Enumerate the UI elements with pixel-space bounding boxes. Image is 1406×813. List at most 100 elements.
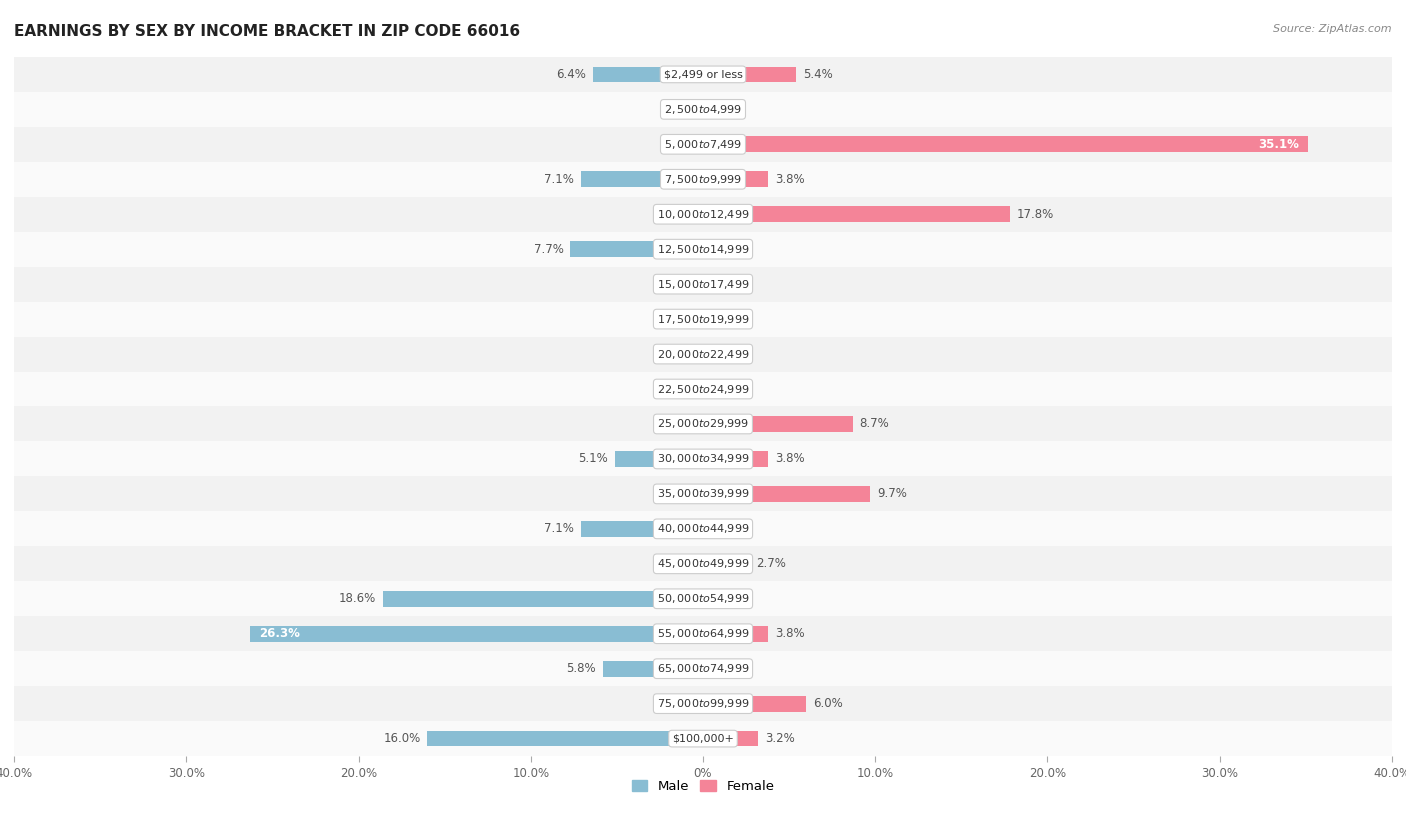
Text: 0.0%: 0.0% (710, 313, 740, 325)
Bar (14, 337, 1392, 372)
Text: 3.8%: 3.8% (775, 628, 806, 640)
Text: 7.1%: 7.1% (544, 523, 574, 535)
Text: 16.0%: 16.0% (384, 733, 420, 745)
Text: 0.0%: 0.0% (666, 383, 696, 395)
Bar (14, 372, 1392, 406)
Bar (427, 731, 703, 746)
Bar (14, 686, 1392, 721)
Text: 5.8%: 5.8% (567, 663, 596, 675)
Text: $2,499 or less: $2,499 or less (664, 69, 742, 80)
Text: 26.3%: 26.3% (259, 628, 299, 640)
Text: 7.7%: 7.7% (534, 243, 564, 255)
Text: 3.8%: 3.8% (775, 453, 806, 465)
Text: $30,000 to $34,999: $30,000 to $34,999 (657, 453, 749, 465)
Bar (14, 476, 1392, 511)
Bar (703, 172, 769, 187)
Bar (703, 731, 758, 746)
Bar (703, 696, 807, 711)
Bar (382, 591, 703, 606)
Text: 2.7%: 2.7% (756, 558, 786, 570)
Bar (14, 546, 1392, 581)
Text: $7,500 to $9,999: $7,500 to $9,999 (664, 173, 742, 185)
Text: Source: ZipAtlas.com: Source: ZipAtlas.com (1274, 24, 1392, 34)
Text: 0.0%: 0.0% (710, 523, 740, 535)
Text: 0.0%: 0.0% (666, 313, 696, 325)
Bar (581, 172, 703, 187)
Text: $22,500 to $24,999: $22,500 to $24,999 (657, 383, 749, 395)
Text: 17.8%: 17.8% (1017, 208, 1053, 220)
Bar (14, 197, 1392, 232)
Text: 0.0%: 0.0% (710, 383, 740, 395)
Text: $100,000+: $100,000+ (672, 733, 734, 744)
Text: 8.7%: 8.7% (859, 418, 890, 430)
Bar (14, 57, 1392, 92)
Legend: Male, Female: Male, Female (626, 775, 780, 798)
Text: 6.4%: 6.4% (555, 68, 586, 80)
Bar (581, 521, 703, 537)
Text: $12,500 to $14,999: $12,500 to $14,999 (657, 243, 749, 255)
Text: 0.0%: 0.0% (666, 138, 696, 150)
Text: 3.8%: 3.8% (775, 173, 806, 185)
Text: 0.0%: 0.0% (710, 663, 740, 675)
Text: 7.1%: 7.1% (544, 173, 574, 185)
Text: $2,500 to $4,999: $2,500 to $4,999 (664, 103, 742, 115)
Bar (14, 581, 1392, 616)
Text: $45,000 to $49,999: $45,000 to $49,999 (657, 558, 749, 570)
Text: 0.0%: 0.0% (666, 418, 696, 430)
Bar (703, 451, 769, 467)
Bar (703, 416, 853, 432)
Bar (14, 267, 1392, 302)
Bar (14, 92, 1392, 127)
Text: 6.0%: 6.0% (813, 698, 844, 710)
Text: 5.4%: 5.4% (803, 68, 832, 80)
Text: EARNINGS BY SEX BY INCOME BRACKET IN ZIP CODE 66016: EARNINGS BY SEX BY INCOME BRACKET IN ZIP… (14, 24, 520, 39)
Bar (703, 626, 769, 641)
Text: $75,000 to $99,999: $75,000 to $99,999 (657, 698, 749, 710)
Bar (14, 441, 1392, 476)
Text: 0.0%: 0.0% (666, 278, 696, 290)
Text: 0.0%: 0.0% (666, 348, 696, 360)
Text: 3.2%: 3.2% (765, 733, 794, 745)
Text: 0.0%: 0.0% (666, 558, 696, 570)
Bar (14, 162, 1392, 197)
Text: 0.0%: 0.0% (710, 243, 740, 255)
Bar (603, 661, 703, 676)
Text: 9.7%: 9.7% (877, 488, 907, 500)
Text: $20,000 to $22,499: $20,000 to $22,499 (657, 348, 749, 360)
Bar (14, 127, 1392, 162)
Text: $15,000 to $17,499: $15,000 to $17,499 (657, 278, 749, 290)
Text: $55,000 to $64,999: $55,000 to $64,999 (657, 628, 749, 640)
Text: $5,000 to $7,499: $5,000 to $7,499 (664, 138, 742, 150)
Text: $17,500 to $19,999: $17,500 to $19,999 (657, 313, 749, 325)
Text: $65,000 to $74,999: $65,000 to $74,999 (657, 663, 749, 675)
Bar (616, 451, 703, 467)
Bar (14, 406, 1392, 441)
Bar (593, 67, 703, 82)
Bar (14, 511, 1392, 546)
Text: 0.0%: 0.0% (710, 348, 740, 360)
Text: $10,000 to $12,499: $10,000 to $12,499 (657, 208, 749, 220)
Text: 0.0%: 0.0% (666, 103, 696, 115)
Text: 35.1%: 35.1% (1258, 138, 1299, 150)
Bar (14, 302, 1392, 337)
Text: 0.0%: 0.0% (710, 103, 740, 115)
Text: 5.1%: 5.1% (578, 453, 609, 465)
Text: 0.0%: 0.0% (666, 698, 696, 710)
Text: 0.0%: 0.0% (710, 593, 740, 605)
Bar (14, 721, 1392, 756)
Text: $50,000 to $54,999: $50,000 to $54,999 (657, 593, 749, 605)
Bar (703, 67, 796, 82)
Bar (703, 207, 1010, 222)
Text: $40,000 to $44,999: $40,000 to $44,999 (657, 523, 749, 535)
Bar (703, 486, 870, 502)
Text: 0.0%: 0.0% (666, 488, 696, 500)
Text: $25,000 to $29,999: $25,000 to $29,999 (657, 418, 749, 430)
Text: $35,000 to $39,999: $35,000 to $39,999 (657, 488, 749, 500)
Bar (571, 241, 703, 257)
Text: 0.0%: 0.0% (666, 208, 696, 220)
Bar (703, 137, 1308, 152)
Bar (703, 556, 749, 572)
Text: 0.0%: 0.0% (710, 278, 740, 290)
Bar (250, 626, 703, 641)
Bar (14, 232, 1392, 267)
